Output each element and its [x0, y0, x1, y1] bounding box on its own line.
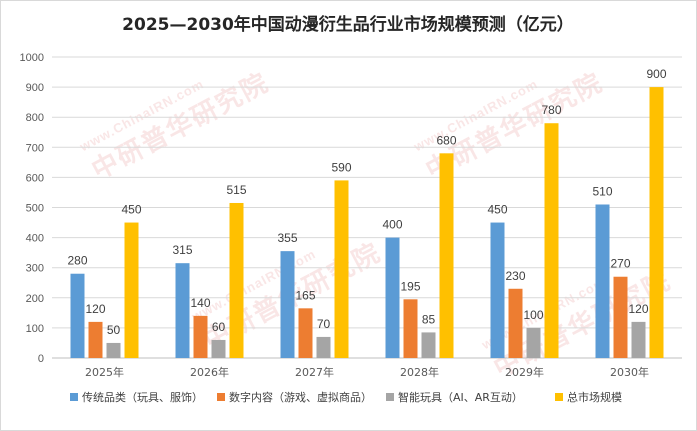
data-label: 400: [382, 218, 402, 232]
legend-label: 数字内容（游戏、虚拟商品）: [229, 390, 372, 404]
x-tick-label: 2030年: [610, 365, 649, 379]
y-tick-label: 300: [26, 263, 44, 275]
data-label: 780: [541, 103, 561, 117]
bar: [403, 299, 418, 358]
bar: [70, 273, 85, 358]
data-label: 355: [277, 231, 297, 245]
data-label: 450: [121, 203, 141, 217]
data-label: 120: [628, 302, 648, 316]
bar: [544, 123, 559, 358]
data-label: 510: [592, 184, 612, 198]
data-label: 50: [107, 323, 121, 337]
bar: [229, 202, 244, 358]
bar: [490, 222, 505, 358]
bar: [385, 237, 400, 358]
bar: [124, 222, 139, 358]
x-tick-label: 2028年: [400, 365, 439, 379]
data-label: 140: [190, 296, 210, 310]
y-tick-label: 400: [26, 233, 44, 245]
x-tick-label: 2026年: [190, 365, 229, 379]
x-tick-label: 2027年: [295, 365, 334, 379]
data-label: 900: [646, 67, 666, 81]
data-label: 270: [610, 257, 630, 271]
legend-swatch: [217, 393, 225, 401]
data-label: 195: [400, 279, 420, 293]
y-tick-label: 600: [26, 172, 44, 184]
data-label: 100: [523, 308, 543, 322]
data-label: 120: [85, 302, 105, 316]
x-tick-label: 2029年: [505, 365, 544, 379]
bar: [421, 332, 436, 358]
y-tick-label: 200: [26, 293, 44, 305]
data-label: 515: [226, 183, 246, 197]
y-tick-label: 800: [26, 112, 44, 124]
bar: [298, 308, 313, 358]
bar: [508, 288, 523, 358]
bar: [280, 251, 295, 358]
bar: [88, 321, 103, 358]
data-label: 230: [505, 269, 525, 283]
bar: [316, 336, 331, 358]
data-label: 85: [422, 312, 436, 326]
legend-label: 总市场规模: [567, 390, 622, 404]
data-label: 680: [436, 133, 456, 147]
y-tick-label: 500: [26, 203, 44, 215]
y-tick-label: 100: [26, 323, 44, 335]
bar: [439, 153, 454, 358]
bar: [334, 180, 349, 358]
chart-title: 2025—2030年中国动漫衍生品行业市场规模预测（亿元）: [122, 14, 574, 35]
y-tick-label: 700: [26, 142, 44, 154]
bar: [613, 276, 628, 358]
data-label: 280: [67, 254, 87, 268]
data-label: 70: [317, 317, 331, 331]
x-tick-label: 2025年: [85, 365, 124, 379]
data-label: 590: [331, 160, 351, 174]
bar: [631, 321, 646, 358]
bar: [193, 315, 208, 358]
data-label: 165: [295, 288, 315, 302]
y-tick-label: 1000: [20, 52, 44, 64]
legend-label: 智能玩具（AI、AR互动）: [398, 390, 523, 404]
bar: [649, 87, 664, 358]
legend-swatch: [386, 393, 394, 401]
bar: [526, 327, 541, 358]
data-label: 60: [212, 320, 226, 334]
legend-swatch: [555, 393, 563, 401]
legend-swatch: [70, 393, 78, 401]
legend-label: 传统品类（玩具、服饰）: [82, 390, 203, 404]
y-tick-label: 900: [26, 82, 44, 94]
y-tick-label: 0: [38, 353, 44, 365]
bar: [211, 339, 226, 358]
bar: [106, 342, 121, 358]
data-label: 315: [172, 243, 192, 257]
bar: [595, 204, 610, 358]
bar: [175, 263, 190, 358]
data-label: 450: [487, 203, 507, 217]
